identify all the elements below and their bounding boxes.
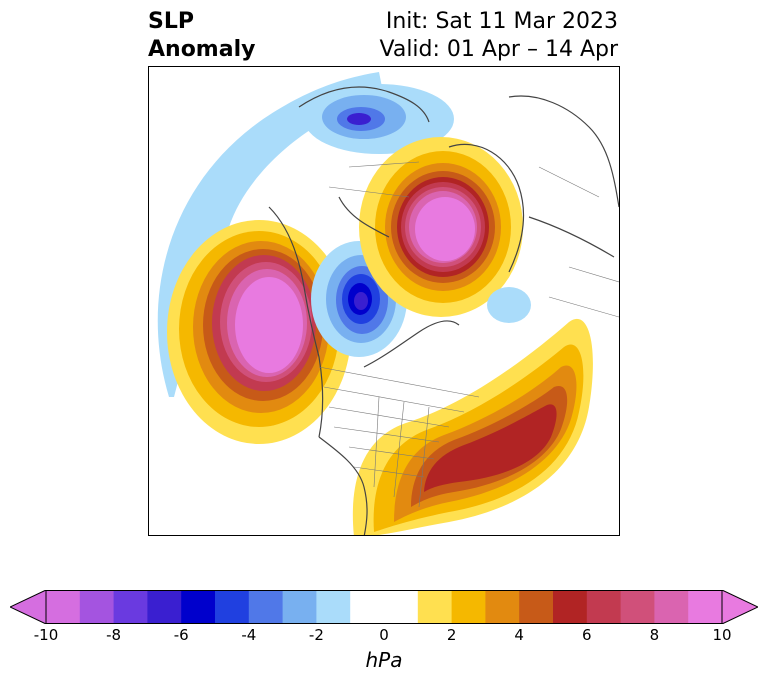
colorbar-unit-label: hPa (365, 648, 403, 672)
positive-anomaly-southeast (352, 318, 593, 535)
colorbar-tick-label: 4 (514, 626, 524, 644)
title-line-1: SLP (148, 9, 194, 34)
colorbar-tick-label: -4 (241, 626, 257, 644)
colorbar-extend-high (721, 590, 758, 624)
colorbar-segment (519, 590, 554, 624)
colorbar-segment (688, 590, 723, 624)
colorbar-segment (181, 590, 216, 624)
title-left: SLP Anomaly (148, 8, 255, 64)
colorbar-segment (46, 590, 81, 624)
init-date: Init: Sat 11 Mar 2023 (385, 9, 618, 34)
colorbar-tick-label: -6 (173, 626, 189, 644)
colorbar-tick-label: 10 (712, 626, 732, 644)
positive-anomaly-west (167, 220, 351, 444)
negative-anomaly-north (304, 84, 454, 154)
colorbar-segment (553, 590, 588, 624)
colorbar-segment (282, 590, 317, 624)
title-right: Init: Sat 11 Mar 2023 Valid: 01 Apr – 14… (380, 8, 619, 64)
colorbar-segment (586, 590, 622, 624)
colorbar-segment (620, 590, 655, 624)
colorbar-tick-label: -8 (106, 626, 122, 644)
colorbar-tick-label: 0 (379, 626, 389, 644)
colorbar-segment (350, 590, 385, 624)
positive-anomaly-arctic (359, 137, 523, 317)
colorbar-segment (316, 590, 351, 624)
colorbar-extend-low (10, 590, 47, 624)
negative-anomaly-east (487, 287, 531, 323)
colorbar-tick-label: 2 (446, 626, 457, 644)
colorbar-segment (79, 590, 115, 624)
coastlines (268, 86, 619, 535)
colorbar-segment (147, 590, 182, 624)
anomaly-map-svg (157, 72, 619, 535)
colorbar (10, 590, 758, 624)
colorbar-ticks: -10 -8 -6 -4 -2 0 2 4 6 8 10 (0, 626, 768, 646)
title-line-2: Anomaly (148, 37, 256, 62)
colorbar-segment (451, 590, 486, 624)
colorbar-segment (417, 590, 453, 624)
colorbar-tick-label: -2 (308, 626, 324, 644)
colorbar-segment (215, 590, 250, 624)
colorbar-segment (485, 590, 520, 624)
political-borders (318, 161, 619, 508)
colorbar-segment (248, 590, 284, 624)
valid-range: Valid: 01 Apr – 14 Apr (379, 37, 619, 62)
colorbar-tick-label: 6 (582, 626, 592, 644)
polar-map (148, 66, 620, 536)
colorbar-segment (654, 590, 689, 624)
colorbar-tick-label: 8 (649, 626, 660, 644)
colorbar-tick-label: -10 (33, 626, 59, 644)
colorbar-segment (384, 590, 419, 624)
colorbar-segment (113, 590, 148, 624)
colorbar-border (45, 590, 723, 624)
